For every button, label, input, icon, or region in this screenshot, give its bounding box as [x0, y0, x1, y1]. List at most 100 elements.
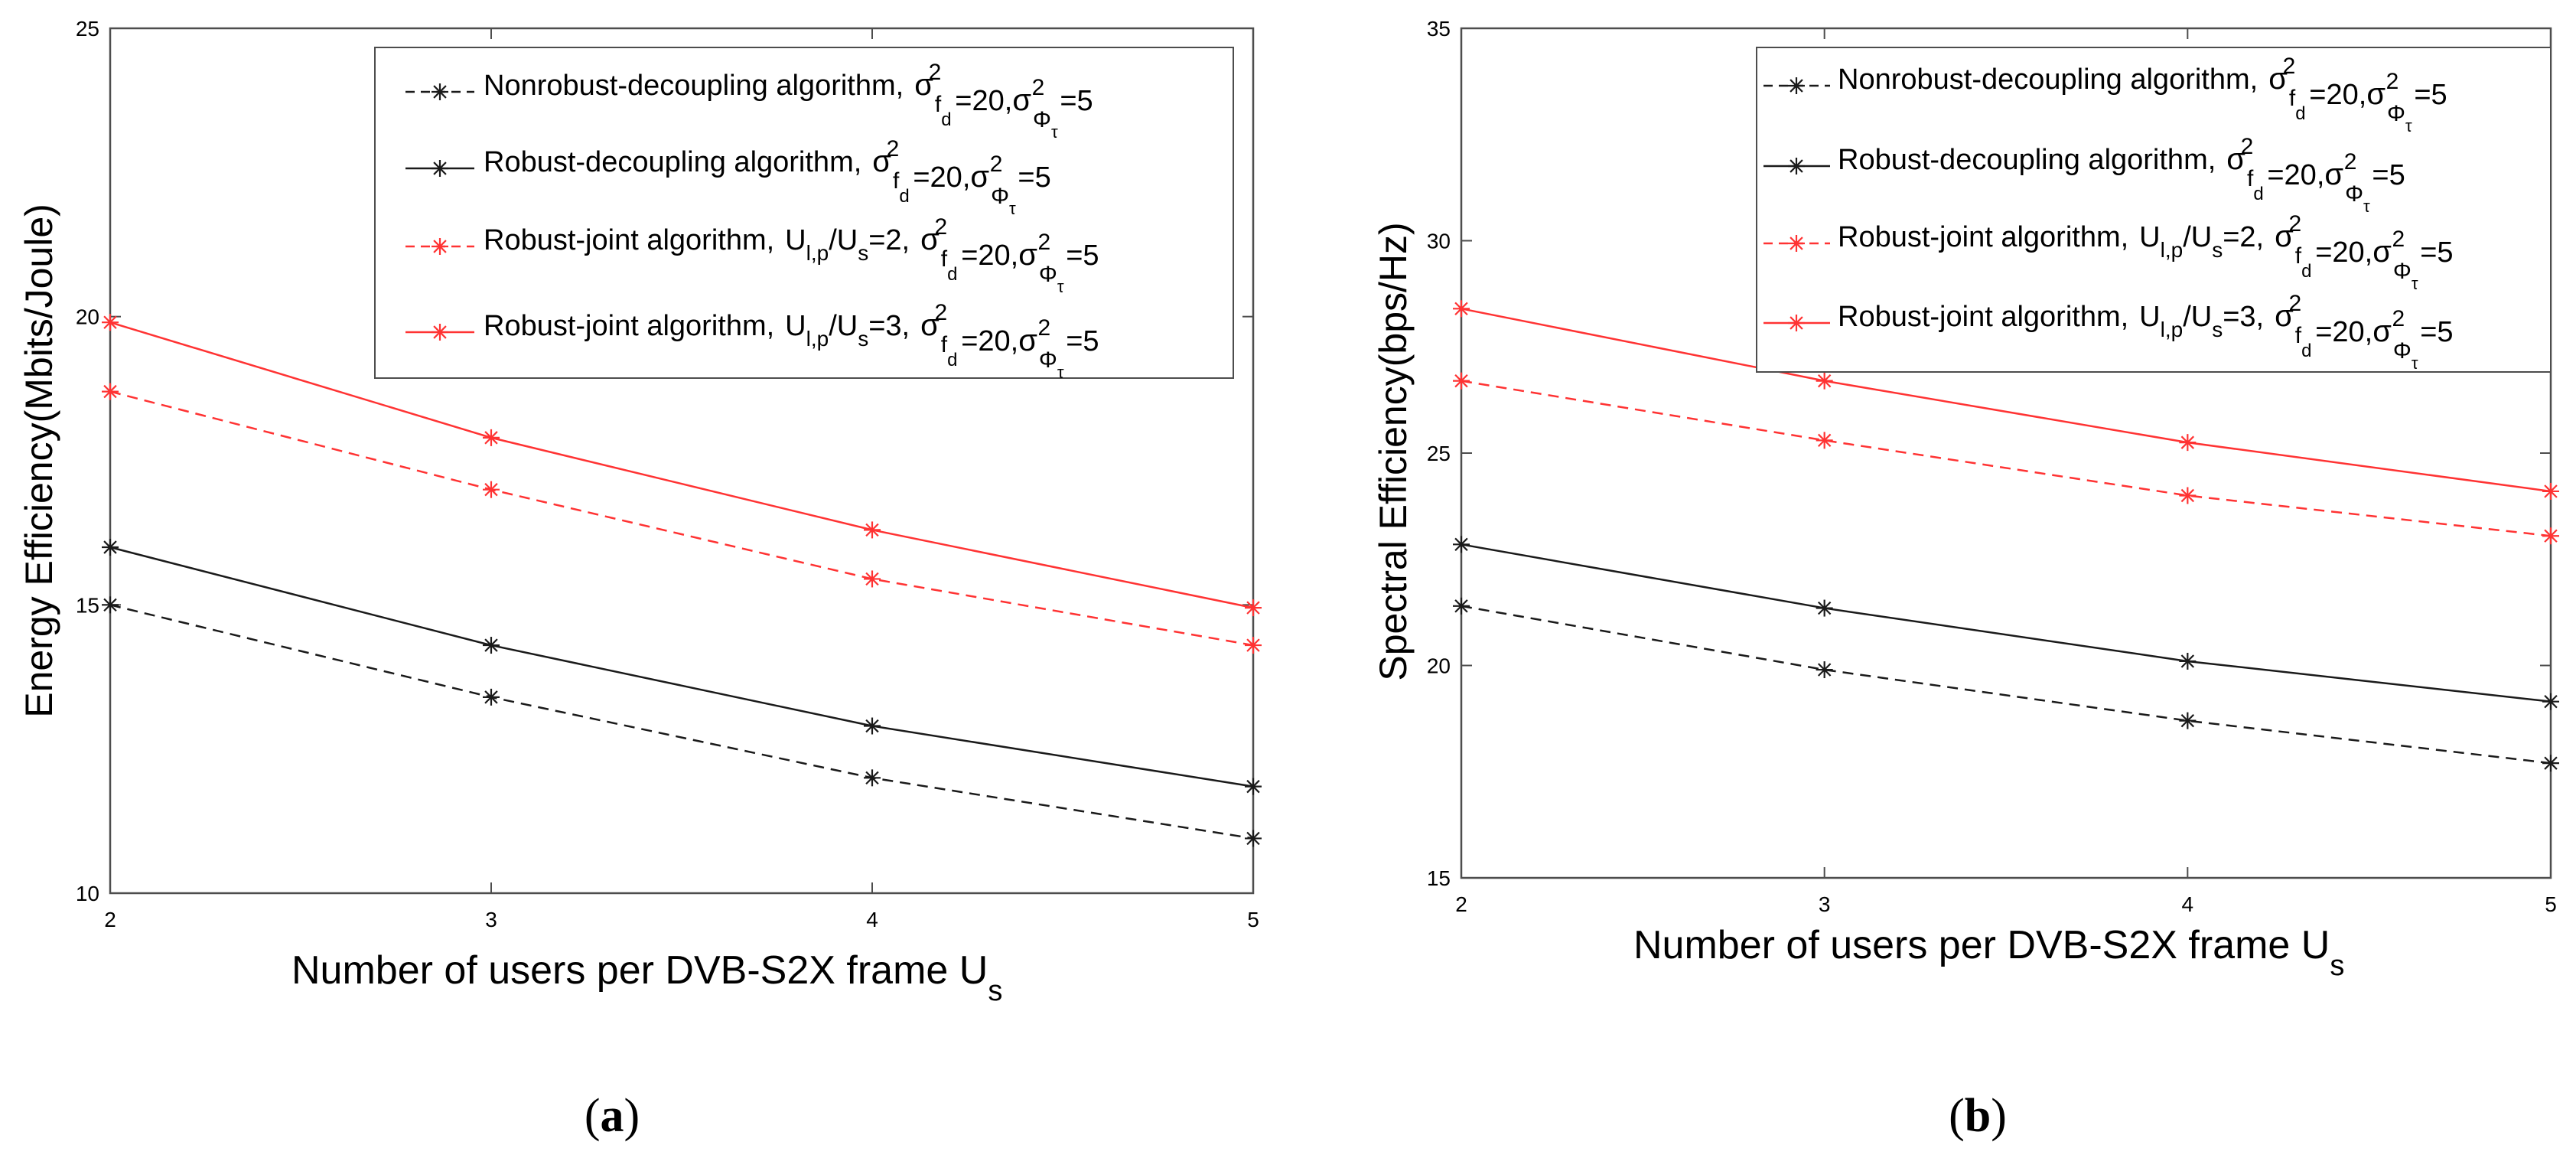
series-line-1 [1461, 543, 2552, 703]
y-tick-label: 15 [1427, 866, 1451, 890]
series-1-point [864, 717, 881, 735]
series-3-point [1453, 300, 1470, 318]
legend-entry-robust-joint-ratio-3: Robust-joint algorithm, Ul,p/Us=3, σfd2=20… [405, 300, 1099, 382]
series-line-2 [109, 390, 1254, 647]
legend-marker-asterisk [432, 324, 448, 341]
legend-swatch-marker [432, 160, 448, 177]
y-axis-label: Energy Efficiency(Mbits/Joule) [18, 204, 60, 718]
x-tick-label: 3 [485, 908, 497, 931]
panel-a-energy-efficiency-chart: 10 15 20 25 2 3 4 5 Energy Efficiency(Mbits/Jo… [18, 17, 1262, 1142]
x-tick-label: 2 [104, 908, 116, 931]
legend-marker-asterisk [432, 160, 448, 177]
series-1-point [1453, 536, 1470, 553]
series-2-point [2179, 487, 2197, 504]
legend-swatch-marker [432, 238, 448, 255]
series-0-point [1245, 830, 1262, 847]
series-1-point [2179, 652, 2197, 670]
legend-label: Nonrobust-decoupling algorithm, σfd2=20,σ… [1838, 54, 2447, 135]
series-0-point [2179, 712, 2197, 729]
series-0-point [1816, 661, 1833, 679]
legend-swatch-marker [1788, 235, 1805, 252]
series-line-0 [1461, 605, 2552, 765]
series-2-point [1245, 637, 1262, 654]
legend-swatch-marker [432, 324, 448, 341]
series-line-1 [109, 546, 1254, 788]
series-markers [102, 314, 1262, 847]
legend-label: Robust-joint algorithm, Ul,p/Us=3, σfd2=20… [1838, 291, 2454, 373]
legend-marker-asterisk [1788, 77, 1805, 94]
legend-swatch-marker [432, 83, 448, 100]
panel-b-spectral-efficiency-chart: 15 20 25 30 35 2 3 4 5 Spectral Efficiency(bps/… [1372, 17, 2559, 1142]
legend-marker-asterisk [432, 238, 448, 255]
series-line-3 [109, 321, 1254, 609]
series-line-0 [109, 604, 1254, 840]
series-3-point [2179, 434, 2197, 452]
series-1-point [102, 539, 119, 556]
series-3-point [1816, 372, 1833, 390]
y-axis-ticks: 15 20 25 30 35 [1427, 17, 2551, 890]
legend-entry-robust-joint-ratio-3: Robust-joint algorithm, Ul,p/Us=3, σfd2=20… [1763, 291, 2454, 373]
x-tick-label: 5 [1247, 908, 1259, 931]
series-2-point [102, 383, 119, 400]
series-1-point [2542, 693, 2559, 710]
legend-swatch-marker [1788, 77, 1805, 94]
legend-label: Robust-joint algorithm, Ul,p/Us=2, σfd2=20… [1838, 211, 2454, 293]
legend-entry-robust-joint-ratio-2: Robust-joint algorithm, Ul,p/Us=2, σfd2=20… [1763, 211, 2454, 293]
series-0-point [2542, 755, 2559, 772]
series-markers [1453, 300, 2559, 772]
series-3-point [2542, 482, 2559, 500]
legend-box [1756, 47, 2552, 373]
series-1-point [1816, 599, 1833, 617]
series-2-point [2542, 527, 2559, 545]
panel-caption: (b) [1949, 1090, 2007, 1142]
x-axis-label: Number of users per DVB-S2X frame Us [291, 948, 1002, 1007]
series-2-point [864, 570, 881, 588]
series-3-point [102, 314, 119, 331]
series-0-point [864, 769, 881, 787]
y-tick-label: 25 [1427, 442, 1451, 465]
x-tick-label: 4 [866, 908, 878, 931]
series-3-point [864, 521, 881, 539]
series-1-point [1245, 778, 1262, 795]
legend-entry-robust-joint-ratio-2: Robust-joint algorithm, Ul,p/Us=2, σfd2=20… [405, 214, 1099, 296]
legend: Nonrobust-decoupling algorithm, σfd2=20,σ… [374, 47, 1234, 382]
legend: Nonrobust-decoupling algorithm, σfd2=20,σ… [1756, 47, 2552, 373]
legend-marker-asterisk [1788, 235, 1805, 252]
series-2-point [1816, 432, 1833, 449]
panel-caption: (a) [585, 1090, 640, 1142]
y-tick-label: 15 [76, 593, 99, 617]
legend-label: Nonrobust-decoupling algorithm, σfd2=20,σ… [484, 60, 1093, 142]
y-tick-label: 25 [76, 17, 99, 41]
legend-swatch-marker [1788, 315, 1805, 331]
legend-marker-asterisk [432, 83, 448, 100]
y-tick-label: 35 [1427, 17, 1451, 41]
legend-entry-robust-decoupling: Robust-decoupling algorithm, σfd2=20,σΦτ2… [405, 136, 1051, 218]
legend-label: Robust-decoupling algorithm, σfd2=20,σΦτ2… [484, 136, 1051, 218]
legend-entry-nonrobust-decoupling: Nonrobust-decoupling algorithm, σfd2=20,σ… [405, 60, 1093, 142]
x-axis-label: Number of users per DVB-S2X frame Us [1633, 923, 2344, 982]
y-tick-label: 10 [76, 882, 99, 905]
legend-label: Robust-joint algorithm, Ul,p/Us=3, σfd2=20… [484, 300, 1099, 382]
series-line-2 [1461, 380, 2552, 537]
x-axis-ticks: 2 3 4 5 [104, 28, 1259, 931]
x-axis-ticks: 2 3 4 5 [1455, 28, 2557, 916]
x-tick-label: 2 [1455, 892, 1467, 916]
legend-box [374, 47, 1234, 379]
series-2-point [1453, 372, 1470, 390]
y-axis-label: Spectral Efficiency(bps/Hz) [1372, 222, 1415, 680]
series-lines [1461, 308, 2552, 765]
series-0-point [1453, 597, 1470, 615]
legend-marker-asterisk [1788, 315, 1805, 331]
x-tick-label: 3 [1819, 892, 1831, 916]
series-0-point [102, 596, 119, 614]
series-1-point [483, 637, 500, 654]
series-3-point [1245, 599, 1262, 617]
legend-swatch-marker [1788, 158, 1805, 175]
x-tick-label: 5 [2545, 892, 2557, 916]
y-tick-label: 20 [76, 305, 99, 329]
legend-label: Robust-decoupling algorithm, σfd2=20,σΦτ2… [1838, 134, 2405, 216]
series-lines [109, 321, 1254, 840]
legend-entry-nonrobust-decoupling: Nonrobust-decoupling algorithm, σfd2=20,σ… [1763, 54, 2447, 135]
x-tick-label: 4 [2182, 892, 2194, 916]
